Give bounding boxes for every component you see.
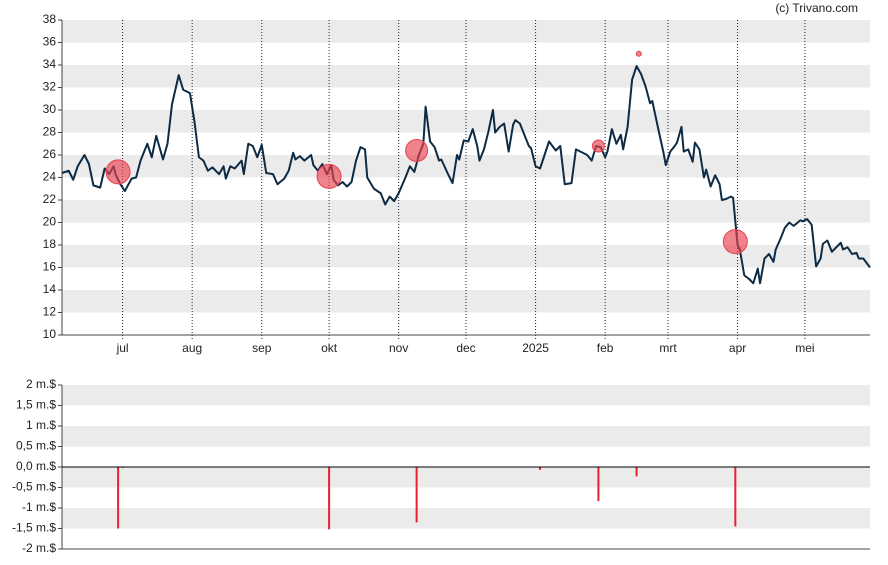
x-tick-label: apr <box>729 341 746 355</box>
y-tick-label: 26 <box>43 147 57 161</box>
y-tick-label: 36 <box>43 35 57 49</box>
x-tick-label: mei <box>795 341 814 355</box>
y-tick-label: -0,5 m.$ <box>12 480 56 494</box>
x-tick-label: dec <box>456 341 475 355</box>
bar <box>539 467 542 470</box>
bar <box>734 467 737 527</box>
event-marker <box>105 159 131 185</box>
y-tick-label: 20 <box>43 215 57 229</box>
y-tick-label: -2 m.$ <box>22 541 56 555</box>
y-tick-label: 0,5 m.$ <box>16 439 56 453</box>
grid-band <box>62 385 870 406</box>
grid-band <box>62 20 870 43</box>
y-tick-label: 32 <box>43 80 57 94</box>
y-tick-label: 34 <box>43 57 57 71</box>
y-tick-label: 28 <box>43 125 57 139</box>
x-tick-label: 2025 <box>522 341 549 355</box>
y-tick-label: 22 <box>43 192 57 206</box>
x-tick-label: jul <box>116 341 129 355</box>
event-marker <box>635 50 642 57</box>
y-tick-label: 24 <box>43 170 57 184</box>
y-tick-label: 1,5 m.$ <box>16 398 56 412</box>
event-marker <box>722 229 748 255</box>
y-tick-label: 16 <box>43 260 57 274</box>
bar <box>328 467 331 530</box>
x-tick-label: aug <box>182 341 202 355</box>
y-tick-label: 0,0 m.$ <box>16 459 56 473</box>
price-line <box>61 65 871 285</box>
y-tick-label: 1 m.$ <box>26 418 56 432</box>
grid-band <box>62 508 870 529</box>
y-tick-label: 14 <box>43 282 57 296</box>
grid-band <box>62 110 870 133</box>
bar <box>635 467 638 477</box>
grid-band <box>62 426 870 447</box>
x-tick-label: sep <box>252 341 272 355</box>
grid-band <box>62 65 870 88</box>
credit: (c) Trivano.com <box>775 1 858 15</box>
y-tick-label: 38 <box>43 12 57 26</box>
y-tick-label: 18 <box>43 237 57 251</box>
x-tick-label: nov <box>389 341 408 355</box>
x-tick-label: feb <box>597 341 614 355</box>
grid-band <box>62 467 870 488</box>
y-tick-label: -1 m.$ <box>22 500 56 514</box>
bar <box>117 467 120 529</box>
event-marker <box>316 163 342 189</box>
y-tick-label: 12 <box>43 305 57 319</box>
event-marker <box>591 139 605 153</box>
y-tick-label: 30 <box>43 102 57 116</box>
y-tick-label: 2 m.$ <box>26 377 56 391</box>
y-tick-label: 10 <box>43 327 57 341</box>
event-marker <box>405 139 429 162</box>
bar <box>415 467 418 523</box>
y-tick-label: -1,5 m.$ <box>12 521 56 535</box>
grid-band <box>62 290 870 313</box>
x-tick-label: okt <box>321 341 338 355</box>
x-tick-label: mrt <box>659 341 677 355</box>
bar <box>597 467 600 502</box>
grid-band <box>62 200 870 223</box>
grid-band <box>62 245 870 268</box>
